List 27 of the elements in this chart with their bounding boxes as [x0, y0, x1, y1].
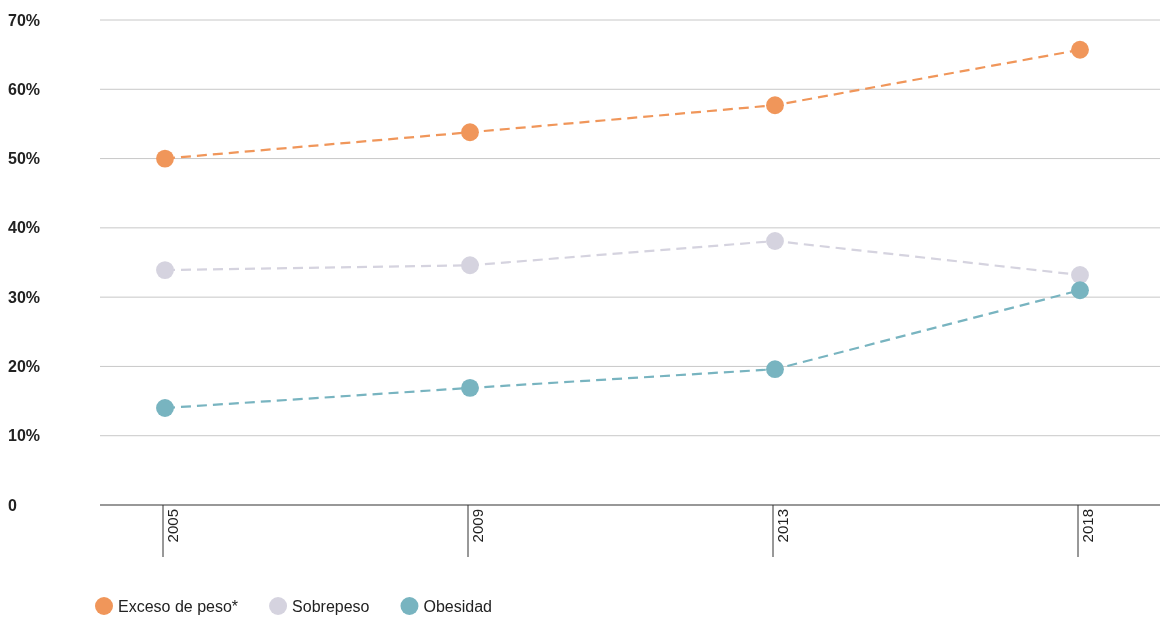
point [1071, 266, 1089, 284]
y-tick-label: 30% [8, 288, 41, 306]
x-tick-label: 2005 [164, 509, 181, 543]
x-tick-label: 2018 [1079, 509, 1096, 543]
y-tick-label: 40% [8, 219, 41, 237]
y-tick-label: 60% [8, 80, 41, 98]
point [156, 261, 174, 280]
point [766, 360, 784, 379]
point [156, 149, 174, 168]
point [156, 399, 174, 417]
x-tick-label: 2009 [469, 509, 486, 543]
y-tick-label: 0 [8, 496, 17, 514]
y-tick-label: 70% [8, 11, 41, 29]
point [461, 256, 479, 275]
y-tick-label: 10% [8, 427, 41, 445]
point [1071, 40, 1089, 59]
point [766, 232, 784, 250]
x-tick-label: 2013 [774, 509, 791, 543]
y-tick-label: 50% [8, 150, 41, 168]
legend-label: Obesidad [423, 597, 492, 615]
legend-label: Exceso de peso* [118, 597, 239, 615]
point [766, 96, 784, 115]
point [461, 123, 479, 142]
y-tick-label: 20% [8, 358, 41, 376]
legend-label: Sobrepeso [292, 597, 370, 615]
point [461, 379, 479, 397]
point [1071, 281, 1089, 300]
